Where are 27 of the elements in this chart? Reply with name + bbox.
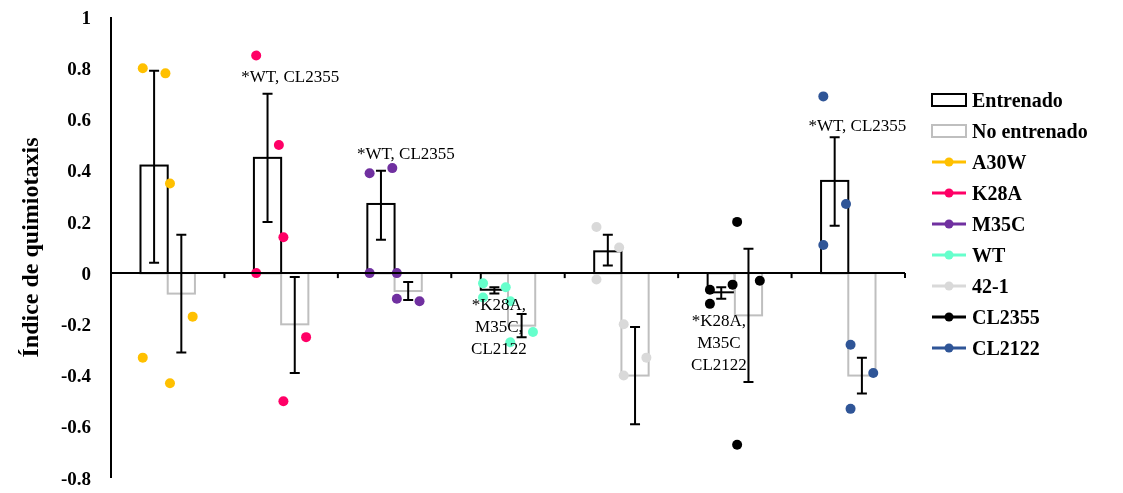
legend-label: No entrenado [972, 120, 1088, 142]
y-tick-label: 0.4 [67, 160, 92, 182]
legend-label: CL2355 [972, 306, 1040, 328]
annotation: *WT, CL2355 [241, 67, 340, 86]
legend-label: K28A [972, 182, 1023, 204]
y-tick-label: 0.6 [67, 109, 91, 131]
legend-label: A30W [972, 151, 1027, 173]
y-tick-label: 0 [81, 262, 91, 284]
legend-label: 42-1 [972, 275, 1009, 297]
legend-label: WT [972, 244, 1006, 266]
y-tick-label: 1 [81, 6, 91, 28]
annotation: *WT, CL2355 [808, 116, 907, 135]
bar [620, 272, 650, 377]
y-tick-label: -0.6 [60, 416, 91, 438]
y-tick-label: -0.2 [60, 313, 91, 335]
y-axis-title: Índice de quimiotaxis [17, 137, 43, 358]
y-tick-label: -0.8 [60, 467, 91, 489]
y-tick-label: -0.4 [60, 365, 92, 387]
legend-label: M35C [972, 213, 1026, 235]
legend-label: CL2122 [972, 337, 1040, 359]
annotation: *WT, CL2355 [356, 144, 455, 163]
legend-label: Entrenado [972, 89, 1063, 111]
annotation: *K28A, M35C CL2122 [691, 311, 747, 374]
bar [847, 272, 877, 377]
y-tick-label: 0.8 [67, 57, 91, 79]
annotation: *K28A, M35C, CL2122 [471, 295, 527, 358]
y-tick-label: 0.2 [67, 211, 91, 233]
